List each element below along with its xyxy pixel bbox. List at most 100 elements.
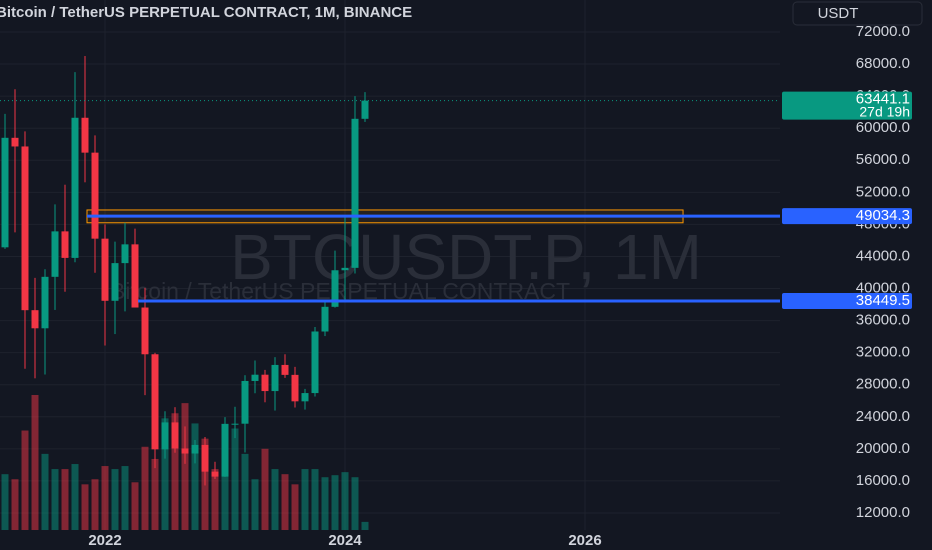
candle-body [131,244,139,308]
volume-bar [191,423,199,530]
candle-body [71,117,79,258]
candle-body [51,231,59,277]
volume-bar [121,466,129,530]
volume-bar [151,458,159,530]
candle-body [141,307,149,355]
y-tick-label: 72000.0 [856,23,910,40]
volume-bar [321,477,329,530]
candle-body [191,444,199,454]
candle-body [211,471,219,477]
x-tick-label: 2026 [568,532,601,549]
candle-body [321,306,329,332]
plot [0,56,780,530]
y-tick-label: 36000.0 [856,312,910,329]
last-price-box [782,91,912,120]
candle-body [161,422,169,450]
candle-body [91,152,99,239]
candle-body [41,276,49,329]
volume-bar [1,474,9,530]
candle-body [101,238,109,301]
level-label-box [782,208,912,225]
y-tick-label: 52000.0 [856,183,910,200]
volume-bar [271,469,279,530]
volume-bar [351,477,359,530]
y-tick-label: 60000.0 [856,119,910,136]
candle-body [271,364,279,392]
volume-bar [51,469,59,530]
candle-body [361,100,369,119]
volume-bar [71,464,79,530]
volume-bar [341,472,349,530]
volume-bar [231,428,239,530]
candle-body [221,423,229,477]
candle-body [21,146,29,311]
volume-bar [211,469,219,530]
price-axis: 12000.0 16000.0 20000.0 24000.0 28000.0 32000… [88,23,912,549]
volume-bar [261,448,269,530]
volume-bar [361,521,369,530]
y-tick-label: 68000.0 [856,55,910,72]
currency-button[interactable] [792,1,923,26]
candle-body [341,267,349,271]
candle-body [281,364,289,375]
candle-body [11,137,19,147]
candle-body [311,331,319,394]
candle-body [61,231,69,258]
volume-bar [181,403,189,530]
candle-body [31,310,39,329]
candle-body [151,354,159,450]
candle-body [291,374,299,402]
volume-bar [41,453,49,530]
chart-title: Bitcoin / TetherUS PERPETUAL CONTRACT, 1… [0,4,412,21]
y-tick-label: 56000.0 [856,151,910,168]
volume-bar [61,469,69,530]
candle-body [181,448,189,454]
candle-body [251,374,259,381]
watermark: BTCUSDT.P, 1M [230,221,702,293]
currency-label[interactable]: USDT [818,5,859,22]
x-tick-label: 2024 [328,532,362,549]
y-tick-label: 24000.0 [856,408,910,425]
level-label: 38449.5 [856,292,910,309]
candle-body [201,444,209,472]
volume-bar [141,446,149,530]
volume-bar [131,482,139,530]
y-tick-label: 20000.0 [856,440,910,457]
candle-body [351,118,359,268]
y-tick-label: 44000.0 [856,247,910,264]
volume-bar [91,479,99,530]
countdown-label: 27d 19h [859,103,910,119]
level-label-box [782,292,912,309]
volume-bar [221,443,229,530]
y-tick-label: 12000.0 [856,504,910,521]
candle-body [1,137,9,248]
volume-bar [101,466,109,530]
volume-bar [11,479,19,530]
grid [0,0,780,530]
volume-bar [331,475,339,530]
last-price-label: 63441.1 [856,91,910,108]
volume-bar [111,469,119,530]
candle-body [81,117,89,153]
volume-bar [281,474,289,530]
candle-body [121,244,129,264]
candle-body [301,393,309,402]
level-label: 49034.3 [856,207,910,224]
volume-bar [251,479,259,530]
volume-bar [241,453,249,530]
candle-body [231,423,239,425]
volume-bar [301,469,309,530]
volume-bar [21,430,29,530]
x-tick-label: 2022 [88,532,121,549]
candle-body [171,422,179,449]
volume-bar [291,484,299,530]
volume-bar [311,469,319,530]
volume-bar [171,413,179,530]
volume-bar [31,395,39,530]
volume-bar [161,418,169,530]
y-tick-label: 28000.0 [856,376,910,393]
y-tick-label: 16000.0 [856,472,910,489]
candle-body [261,374,269,392]
